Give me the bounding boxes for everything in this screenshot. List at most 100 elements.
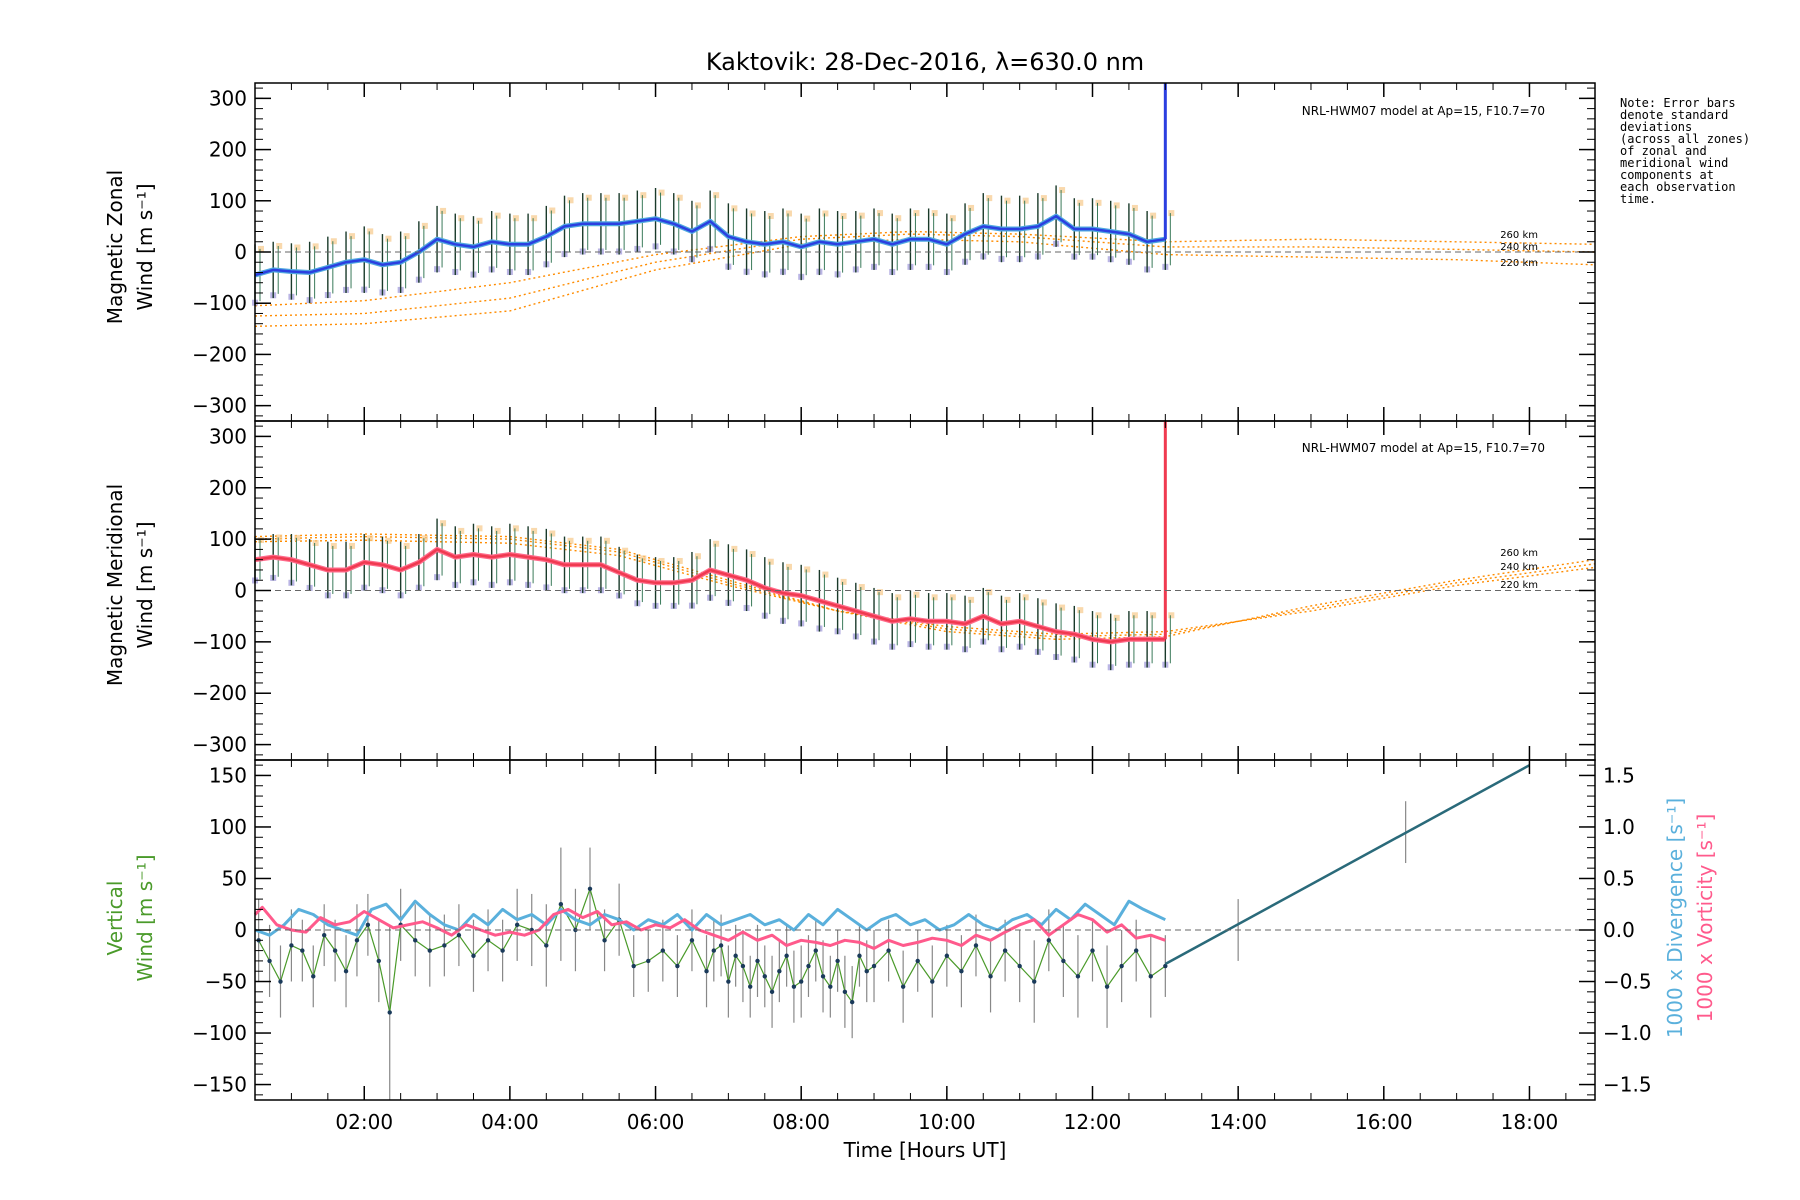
y-tick-label: 100 (209, 527, 247, 551)
y2-tick-label: 1.0 (1603, 815, 1635, 839)
vertical-wind-point (820, 974, 826, 979)
meridional-wind-panel: −300 −200 −100 0 100 200 300 NRL-HWM07 model a… (103, 420, 1596, 761)
zone-scatter-point (931, 594, 938, 601)
zone-scatter-point (458, 527, 465, 534)
y-tick-label: −300 (192, 733, 247, 757)
vertical-wind-point (798, 979, 804, 984)
zone-scatter-point (840, 578, 847, 585)
zone-scatter-point (440, 520, 447, 527)
zone-scatter-point (785, 210, 792, 217)
vertical-wind-point (791, 984, 797, 989)
zone-scatter-point (694, 553, 701, 560)
zone-scatter-point (494, 212, 501, 219)
zone-scatter-point (1040, 599, 1047, 606)
chart-title: Kaktovik: 28-Dec-2016, λ=630.0 nm (706, 48, 1144, 76)
zone-scatter-point (822, 210, 829, 217)
divergence-line (254, 899, 1166, 937)
vertical-wind-point (718, 943, 724, 948)
y-tick-label: 0 (234, 918, 247, 942)
zone-scatter-point (840, 213, 847, 220)
vertical-wind-point (842, 989, 848, 995)
vertical-wind-point (740, 963, 746, 969)
y-tick-label: −100 (192, 1021, 247, 1045)
y-tick-label: 300 (209, 86, 247, 110)
vertical-wind-point (704, 969, 709, 974)
zonal-km-label: 220 km (1500, 258, 1538, 269)
meridional-ylabel-line1: Magnetic Meridional (103, 484, 127, 686)
vertical-wind-point (675, 963, 680, 969)
zone-scatter-point (749, 551, 756, 558)
zone-scatter-point (603, 537, 610, 544)
vertical-wind-point (289, 943, 294, 948)
zone-scatter-point (895, 594, 902, 601)
zone-scatter-point (1168, 612, 1175, 619)
y-tick-label: −100 (192, 630, 247, 654)
y-tick-label: 50 (222, 866, 247, 890)
y-tick-label: −150 (192, 1073, 247, 1097)
zone-scatter-point (1004, 197, 1011, 204)
x-tick-label: 12:00 (1064, 1110, 1122, 1134)
meridional-km-label: 260 km (1500, 548, 1538, 559)
vertical-wind-point (1104, 984, 1110, 989)
vertical-wind-point (973, 943, 979, 948)
zone-scatter-point (895, 215, 902, 222)
zone-scatter-point (949, 215, 956, 222)
vertical-ylabel-line2: Wind [m s⁻¹] (133, 854, 157, 981)
x-tick-label: 02:00 (335, 1110, 393, 1134)
vertical-wind-point (748, 984, 753, 989)
zone-scatter-point (567, 197, 574, 204)
vertical-wind-point (558, 902, 564, 907)
zone-scatter-point (658, 189, 665, 196)
zone-scatter-point (476, 525, 483, 532)
zonal-ylabel-line2: Wind [m s⁻¹] (133, 183, 157, 310)
zone-scatter-point (822, 571, 829, 578)
note-line: denote standard (1620, 108, 1728, 122)
zone-scatter-point (549, 530, 556, 537)
zone-scatter-point (1022, 197, 1029, 204)
zone-scatter-point (512, 215, 519, 222)
y2-tick-label: −1.5 (1603, 1073, 1652, 1097)
meridional-axes: −300 −200 −100 0 100 200 300 (192, 420, 1596, 761)
zone-scatter-point (1004, 596, 1011, 603)
vertical-wind-point (387, 1010, 392, 1015)
zone-scatter-point (312, 243, 319, 250)
vertical-wind-point (886, 948, 891, 953)
vertical-wind-point (376, 958, 382, 964)
vertical-wind-point (755, 958, 760, 964)
vertical-wind-point (354, 938, 360, 943)
vertical-wind-point (988, 974, 993, 979)
note-line: each observation (1620, 180, 1736, 194)
zonal-km-label: 260 km (1500, 230, 1538, 241)
vertical-wind-point (1133, 948, 1139, 953)
vertical-wind-point (1046, 938, 1052, 943)
y-tick-label: −300 (192, 394, 247, 418)
zone-scatter-point (858, 584, 865, 591)
zone-scatter-point (749, 210, 756, 217)
zone-scatter-point (330, 542, 337, 549)
note-line: deviations (1620, 120, 1692, 134)
zone-scatter-point (385, 235, 392, 242)
zone-scatter-point (1150, 212, 1157, 219)
zone-scatter-point (1059, 604, 1066, 611)
zone-scatter-point (676, 194, 683, 201)
vertical-wind-point (828, 984, 833, 989)
zone-scatter-point (258, 245, 264, 252)
meridional-hwm-label: NRL-HWM07 model at Ap=15, F10.7=70 (1302, 441, 1545, 455)
zone-scatter-point (585, 537, 592, 544)
vertical-wind-point (1163, 963, 1168, 969)
vertical-wind-point (485, 938, 491, 943)
vertical-wind-point (332, 948, 338, 953)
zone-scatter-point (1168, 210, 1175, 217)
vertical-wind-point (930, 979, 935, 984)
y-tick-label: −200 (192, 342, 247, 366)
note-line: of zonal and (1620, 144, 1707, 158)
vertical-wind-point (864, 969, 869, 974)
zone-scatter-point (294, 534, 301, 541)
zone-scatter-point (968, 596, 975, 603)
vertical-wind-point (1148, 974, 1153, 979)
zone-scatter-point (585, 194, 592, 201)
y-tick-label: 100 (209, 815, 247, 839)
vertical-wind-point (1017, 963, 1022, 969)
y-tick-label: −200 (192, 681, 247, 705)
vertical-wind-point (849, 999, 855, 1005)
